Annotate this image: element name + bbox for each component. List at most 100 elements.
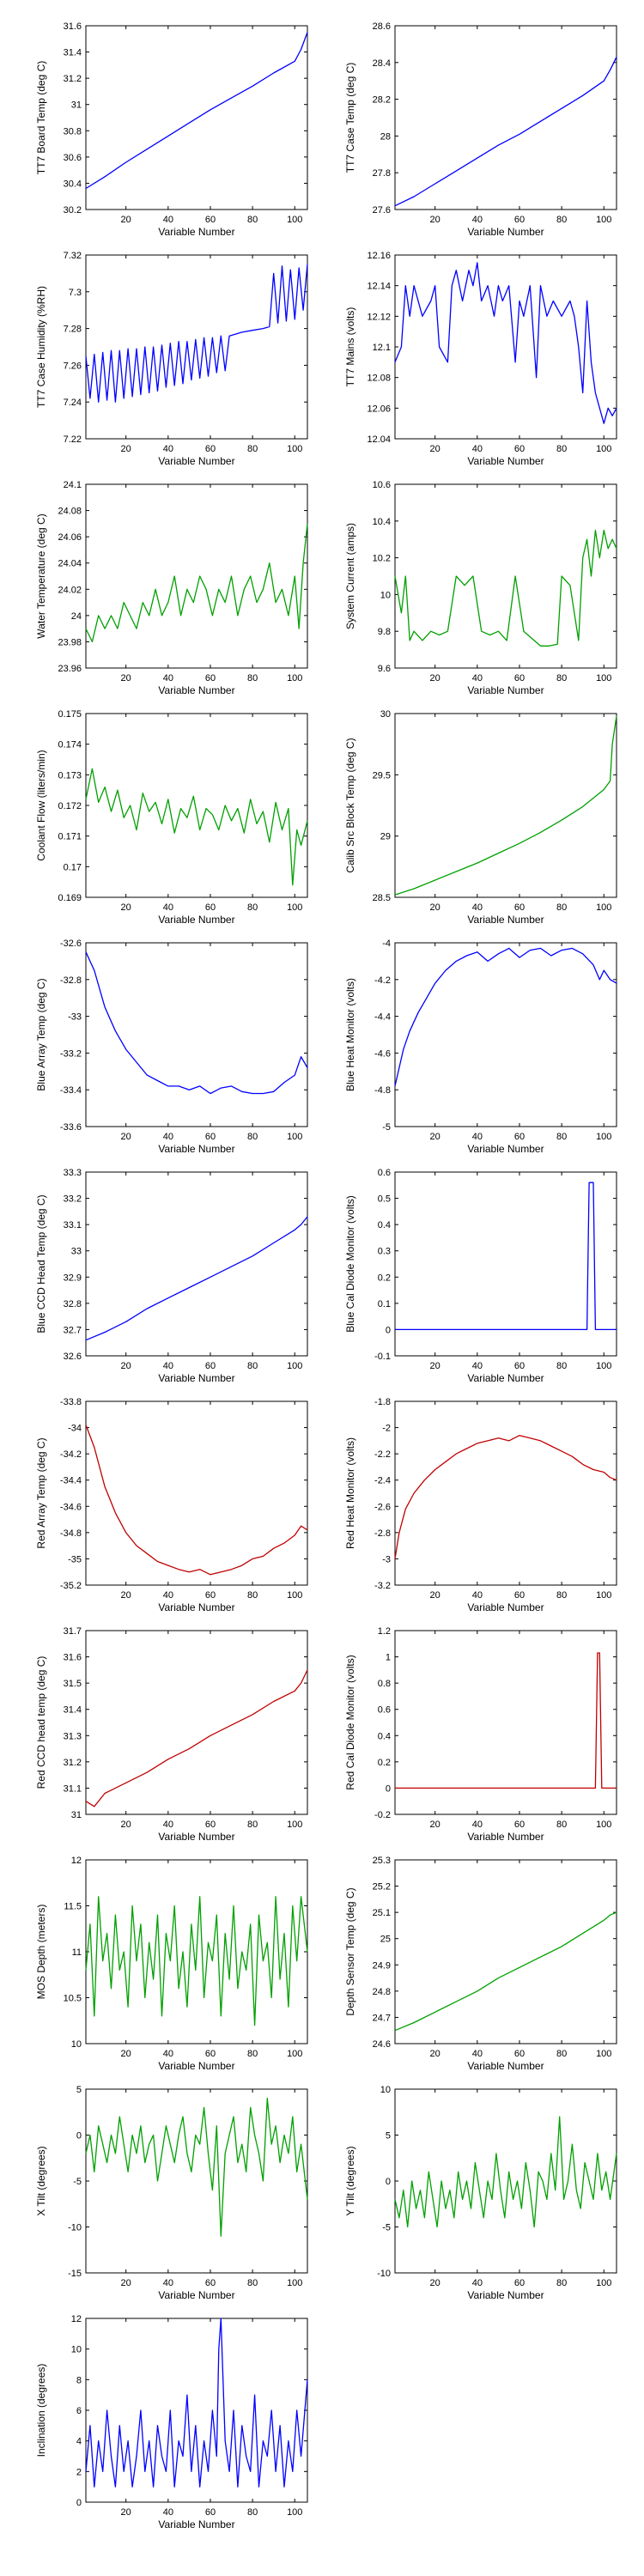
x-tick-label: 40 xyxy=(472,215,483,225)
y-tick-label: 4 xyxy=(76,2437,82,2447)
y-axis-label: Red Array Temp (deg C) xyxy=(35,1437,47,1548)
x-tick-label: 60 xyxy=(205,673,216,683)
x-tick-label: 40 xyxy=(472,1132,483,1142)
plot-frame xyxy=(85,1400,308,1586)
x-axis-label: Variable Number xyxy=(467,684,544,696)
y-tick-label: -33.6 xyxy=(60,1122,82,1133)
y-tick-label: 24.06 xyxy=(58,532,82,543)
y-tick-label: 23.96 xyxy=(58,664,82,674)
x-tick-label: 20 xyxy=(430,1820,440,1830)
x-tick-label: 40 xyxy=(472,444,483,454)
x-tick-label: 20 xyxy=(430,444,440,454)
y-tick-label: 33 xyxy=(71,1247,82,1257)
series-line xyxy=(85,1896,308,2026)
x-tick-label: 100 xyxy=(596,1132,611,1142)
y-tick-label: 28.2 xyxy=(373,95,391,106)
x-tick-label: 40 xyxy=(472,1361,483,1371)
y-tick-label: -2.2 xyxy=(374,1449,391,1460)
x-axis-label: Variable Number xyxy=(467,1601,544,1613)
series-line xyxy=(85,264,308,403)
x-axis-label: Variable Number xyxy=(467,226,544,238)
x-tick-label: 100 xyxy=(596,673,611,683)
y-tick-label: 1 xyxy=(386,1653,391,1663)
x-tick-label: 100 xyxy=(287,673,302,683)
series-line xyxy=(85,32,308,190)
y-tick-label: 24.04 xyxy=(58,559,82,569)
x-tick-label: 20 xyxy=(430,1361,440,1371)
chart-panel: 20 40 60 80 100 10 10.5 11 11.5 12 Variable Number… xyxy=(35,1856,308,2072)
y-tick-label: -2 xyxy=(382,1424,391,1434)
x-tick-label: 60 xyxy=(514,1132,525,1142)
y-tick-label: -33.2 xyxy=(60,1048,82,1059)
y-axis-label: Blue CCD Head Temp (deg C) xyxy=(35,1194,47,1333)
y-tick-label: 7.28 xyxy=(64,325,82,335)
y-axis-label: Y Tilt (degrees) xyxy=(344,2146,356,2215)
y-tick-label: 32.9 xyxy=(64,1273,82,1283)
x-axis-label: Variable Number xyxy=(158,1601,234,1613)
y-tick-label: 0.2 xyxy=(378,1758,391,1768)
y-tick-label: 7.22 xyxy=(64,434,82,445)
y-tick-label: 0.3 xyxy=(378,1247,391,1257)
x-tick-label: 20 xyxy=(121,2507,131,2518)
x-tick-label: 20 xyxy=(121,1361,131,1371)
y-tick-label: 28.5 xyxy=(373,893,391,903)
y-tick-label: 27.8 xyxy=(373,168,391,179)
y-axis-label: TT7 Board Temp (deg C) xyxy=(35,61,47,175)
series-line xyxy=(85,1425,308,1576)
y-tick-label: 9.6 xyxy=(378,664,391,674)
x-tick-label: 80 xyxy=(556,902,567,913)
x-tick-label: 80 xyxy=(247,1132,258,1142)
y-tick-label: -34.6 xyxy=(60,1502,82,1512)
y-tick-label: 30.6 xyxy=(64,153,82,163)
plot-frame xyxy=(394,713,617,898)
chart-panel: 20 40 60 80 100 28.5 29 29.5 30 Variable Number Ca… xyxy=(344,709,617,926)
chart-panel: 20 40 60 80 100 7.22 7.24 7.26 7.28 7.3 7.32 Variab… xyxy=(35,251,308,467)
plot-frame xyxy=(85,1859,308,2044)
y-tick-label: 31.5 xyxy=(64,1679,82,1689)
y-tick-label: -0.1 xyxy=(374,1352,391,1362)
y-tick-label: -32.6 xyxy=(60,939,82,949)
y-axis-label: Inclination (degrees) xyxy=(35,2364,47,2458)
y-tick-label: 25.3 xyxy=(373,1856,391,1866)
x-tick-label: 80 xyxy=(556,1590,567,1601)
y-tick-label: 0.173 xyxy=(58,770,82,781)
x-tick-label: 40 xyxy=(163,1361,173,1371)
y-tick-label: 33.3 xyxy=(64,1168,82,1178)
series-line xyxy=(85,2098,308,2237)
series-line xyxy=(395,1182,617,1331)
y-tick-label: -10 xyxy=(68,2223,82,2233)
y-tick-label: 31.4 xyxy=(64,48,82,58)
y-tick-label: 11 xyxy=(72,1947,82,1958)
y-tick-label: 23.98 xyxy=(58,637,82,647)
y-tick-label: 25.2 xyxy=(373,1882,391,1893)
y-tick-label: -10 xyxy=(377,2269,391,2279)
chart-panel: 20 40 60 80 100 -0.2 0 0.2 0.4 0.6 0.8 1 1.2 Variable… xyxy=(344,1626,617,1843)
y-tick-label: 30.8 xyxy=(64,126,82,137)
x-tick-label: 20 xyxy=(121,673,131,683)
x-tick-label: 100 xyxy=(596,444,611,454)
plot-frame xyxy=(85,942,308,1127)
y-tick-label: 12.14 xyxy=(367,282,391,292)
x-tick-label: 20 xyxy=(121,1820,131,1830)
x-tick-label: 40 xyxy=(472,902,483,913)
x-tick-label: 60 xyxy=(514,2049,525,2059)
y-tick-label: 7.26 xyxy=(64,361,82,371)
chart-panel: 20 40 60 80 100 27.6 27.8 28 28.2 28.4 28.6 Variabl… xyxy=(344,21,617,238)
x-tick-label: 100 xyxy=(287,1820,302,1830)
y-tick-label: 0.2 xyxy=(378,1273,391,1283)
y-tick-label: -1.8 xyxy=(374,1397,391,1407)
plot-frame xyxy=(85,713,308,898)
x-tick-label: 100 xyxy=(287,2049,302,2059)
plot-frame xyxy=(394,1630,617,1815)
x-tick-label: 100 xyxy=(596,1590,611,1601)
x-tick-label: 100 xyxy=(287,2507,302,2518)
x-tick-label: 80 xyxy=(247,215,258,225)
y-tick-label: -33.8 xyxy=(60,1397,82,1407)
plot-frame xyxy=(394,1859,617,2044)
x-tick-label: 60 xyxy=(205,2278,216,2288)
y-tick-label: 9.8 xyxy=(378,627,391,637)
y-tick-label: 31.6 xyxy=(64,1653,82,1663)
y-tick-label: 0.6 xyxy=(378,1168,391,1178)
chart-panel: 20 40 60 80 100 -35.2 -35 -34.8 -34.6 -34.4 -34.2 -… xyxy=(35,1397,308,1613)
